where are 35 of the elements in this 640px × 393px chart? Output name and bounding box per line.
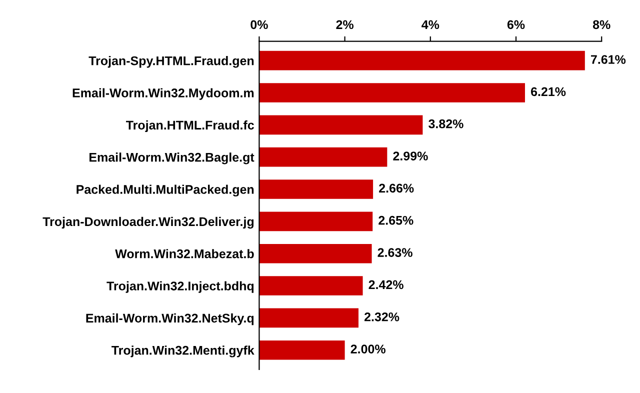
x-tick-label: 2%: [336, 20, 354, 30]
bar: [259, 147, 388, 167]
x-tick-label: 4%: [422, 20, 440, 30]
bar: [259, 180, 374, 199]
bar: [259, 212, 373, 232]
data-label: 2.99%: [393, 152, 428, 160]
bar: [259, 308, 358, 328]
data-label: 2.00%: [350, 344, 386, 354]
data-label: 2.65%: [378, 216, 414, 225]
y-tick-label: Email-Worm.Win32.Bagle.gt: [90, 152, 254, 164]
bar: [259, 83, 525, 102]
y-tick-label: Email-Worm.Win32.NetSky.q: [86, 313, 254, 326]
data-label: 2.63%: [378, 248, 412, 257]
x-tick-label: 8%: [592, 20, 610, 30]
x-tick-label: 0%: [250, 20, 268, 30]
y-tick-label: Trojan.HTML.Fraud.fc: [126, 120, 254, 132]
data-label: 3.82%: [428, 119, 464, 128]
y-tick-label: Email-Worm.Win32.Mydoom.m: [72, 88, 254, 100]
y-tick-label: Trojan-Downloader.Win32.Deliver.jg: [42, 216, 254, 229]
bar: [259, 50, 585, 70]
y-tick-label: Worm.Win32.Mabezat.b: [115, 249, 254, 258]
bar: [259, 115, 423, 135]
x-tick-label: 6%: [507, 20, 525, 30]
bar: [259, 276, 363, 296]
y-tick-label: Trojan.Win32.Inject.bdhq: [106, 281, 254, 293]
bar: [259, 340, 345, 360]
data-label: 2.32%: [364, 312, 400, 322]
data-label: 7.61%: [591, 55, 626, 64]
data-label: 2.66%: [379, 184, 414, 193]
y-tick-label: Trojan.Win32.Menti.gyfk: [112, 346, 254, 358]
y-tick-label: Packed.Multi.MultiPacked.gen: [76, 184, 254, 196]
y-tick-label: Trojan-Spy.HTML.Fraud.gen: [88, 56, 254, 68]
data-label: 2.42%: [368, 280, 404, 290]
data-label: 6.21%: [531, 87, 566, 96]
bar: [259, 244, 372, 264]
